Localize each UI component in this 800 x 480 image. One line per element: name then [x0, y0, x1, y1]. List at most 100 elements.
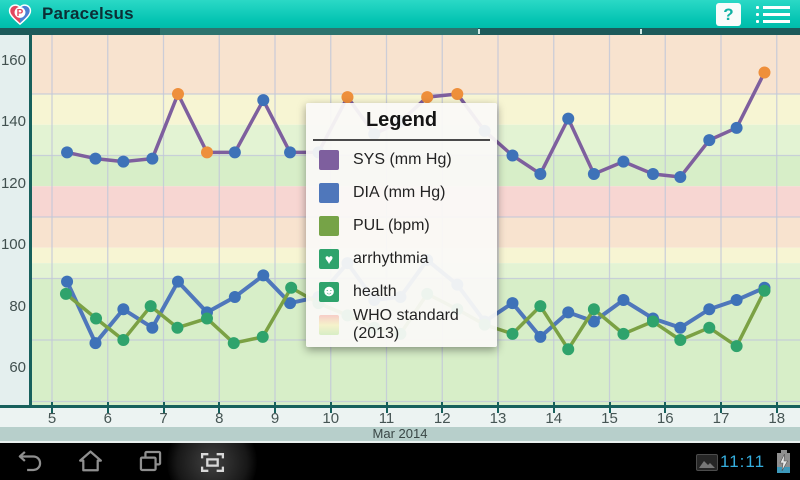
dia-data-point[interactable] — [506, 297, 519, 310]
strip-tick — [640, 29, 642, 34]
sys-data-point[interactable] — [284, 146, 297, 159]
dia-data-point[interactable] — [146, 321, 159, 334]
sys-data-point[interactable] — [534, 167, 547, 180]
pul-data-point[interactable] — [758, 284, 771, 297]
legend-label: SYS (mm Hg) — [353, 150, 452, 168]
legend-label: arrhythmia — [353, 249, 429, 267]
pul-data-point[interactable] — [730, 340, 743, 353]
sys-data-point[interactable] — [146, 152, 159, 165]
pul-data-point[interactable] — [587, 303, 600, 316]
x-tick-label: 17 — [712, 410, 730, 427]
help-button[interactable]: ? — [716, 3, 741, 26]
smiley-icon: ☻ — [319, 281, 339, 302]
x-tick-label: 14 — [545, 410, 563, 427]
home-button[interactable] — [77, 448, 104, 475]
y-tick-label: 140 — [0, 113, 26, 130]
app-heart-logo-icon: P — [7, 2, 33, 26]
dia-data-point[interactable] — [89, 337, 102, 350]
pul-data-point[interactable] — [59, 287, 72, 300]
recent-apps-button[interactable] — [137, 448, 164, 475]
legend-item-arrhythmia: ♥ arrhythmia — [306, 242, 497, 275]
sys-data-point[interactable] — [758, 66, 771, 79]
pul-data-point[interactable] — [144, 300, 157, 313]
back-button[interactable] — [17, 448, 44, 475]
sys-data-point[interactable] — [61, 146, 74, 159]
sys-data-point[interactable] — [171, 88, 184, 100]
color-swatch — [319, 182, 339, 203]
legend-item-pul: PUL (bpm) — [306, 209, 497, 242]
heart-icon: ♥ — [319, 248, 339, 269]
y-axis-panel: 406080100120140160 — [0, 35, 32, 438]
sys-data-point[interactable] — [562, 112, 575, 125]
battery-charging-icon — [777, 450, 790, 473]
sys-data-point[interactable] — [674, 171, 687, 184]
sys-data-point[interactable] — [257, 94, 270, 107]
dia-data-point[interactable] — [587, 315, 600, 328]
x-tick-mark — [775, 402, 778, 413]
screenshot-button[interactable] — [199, 449, 226, 476]
dia-data-point[interactable] — [117, 303, 130, 316]
pul-data-point[interactable] — [506, 327, 519, 340]
sys-data-point[interactable] — [730, 121, 743, 134]
sys-data-point[interactable] — [421, 91, 434, 104]
dia-data-point[interactable] — [703, 303, 716, 316]
pul-data-point[interactable] — [256, 330, 269, 343]
dia-data-point[interactable] — [674, 321, 687, 334]
pul-data-point[interactable] — [200, 312, 213, 325]
month-label: Mar 2014 — [372, 426, 428, 441]
sys-data-point[interactable] — [587, 167, 600, 180]
dia-data-point[interactable] — [228, 290, 241, 303]
svg-text:P: P — [17, 8, 24, 19]
pul-data-point[interactable] — [117, 334, 130, 346]
sys-data-point[interactable] — [451, 88, 464, 100]
legend-item-sys: SYS (mm Hg) — [306, 143, 497, 176]
x-tick-mark — [274, 402, 276, 413]
sys-data-point[interactable] — [646, 167, 659, 180]
sys-data-point[interactable] — [506, 149, 519, 162]
pul-data-point[interactable] — [703, 321, 716, 334]
sys-data-point[interactable] — [703, 134, 716, 147]
x-tick-label: 11 — [378, 410, 395, 427]
sys-data-point[interactable] — [228, 146, 241, 159]
pul-data-point[interactable] — [534, 300, 547, 313]
dia-data-point[interactable] — [61, 275, 74, 288]
sys-data-point[interactable] — [341, 91, 354, 104]
x-tick-mark — [552, 402, 555, 413]
dia-data-point[interactable] — [562, 306, 575, 319]
button-press-glow — [167, 443, 257, 480]
dia-data-point[interactable] — [284, 297, 297, 310]
y-tick-label: 120 — [0, 174, 26, 192]
x-tick-mark — [106, 402, 109, 413]
pul-data-point[interactable] — [227, 337, 240, 350]
month-band: Mar 2014 — [0, 427, 800, 443]
sys-data-point[interactable] — [200, 146, 213, 159]
dia-data-point[interactable] — [534, 330, 547, 343]
dia-data-point[interactable] — [171, 275, 184, 288]
color-swatch — [319, 149, 339, 170]
x-tick-label: 6 — [103, 410, 112, 427]
x-tick-label: 13 — [489, 410, 507, 427]
dia-data-point[interactable] — [617, 294, 630, 307]
pul-data-point[interactable] — [674, 334, 687, 346]
list-menu-icon[interactable] — [756, 6, 790, 23]
x-tick-mark — [162, 402, 165, 413]
legend-popup[interactable]: Legend SYS (mm Hg) DIA (mm Hg) PUL (bpm) ♥ a… — [306, 103, 497, 347]
pul-data-point[interactable] — [285, 281, 298, 294]
x-tick-label: 8 — [215, 410, 224, 427]
sys-data-point[interactable] — [117, 155, 130, 168]
sys-data-point[interactable] — [89, 152, 102, 165]
pul-data-point[interactable] — [171, 321, 184, 334]
y-tick-label: 60 — [9, 359, 26, 376]
x-tick-mark — [664, 402, 667, 413]
dia-data-point[interactable] — [257, 269, 270, 282]
chart-scroll-strip[interactable] — [0, 28, 800, 35]
x-tick-mark — [497, 402, 499, 413]
pul-data-point[interactable] — [90, 312, 103, 325]
status-clock[interactable]: 11:11 — [720, 452, 766, 471]
pul-data-point[interactable] — [562, 343, 575, 356]
dia-data-point[interactable] — [730, 294, 743, 307]
sys-data-point[interactable] — [617, 155, 630, 168]
pul-data-point[interactable] — [617, 327, 630, 340]
pul-data-point[interactable] — [646, 315, 659, 328]
